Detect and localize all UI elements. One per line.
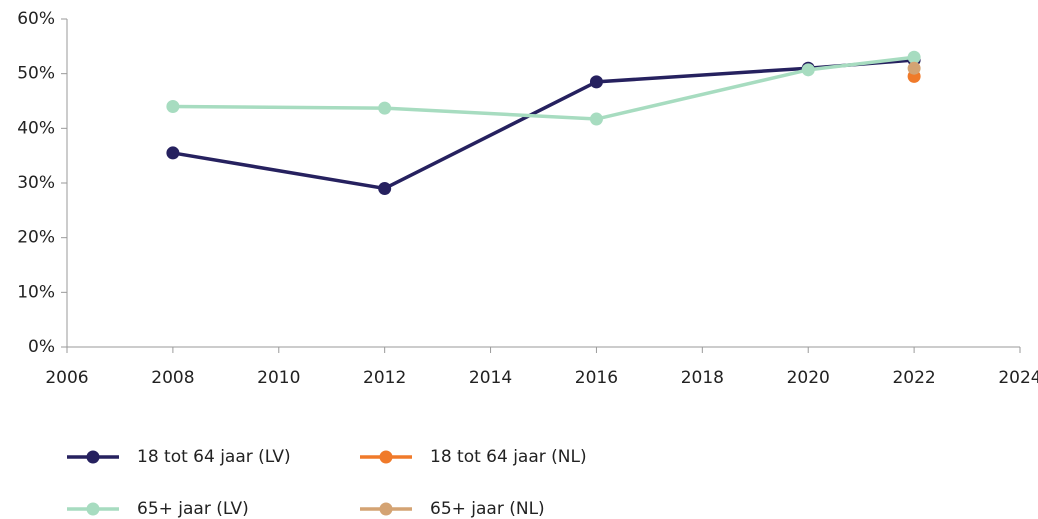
x-tick-label: 2006 [45,368,88,388]
y-tick-label: 40% [17,118,55,138]
x-tick-label: 2012 [363,368,406,388]
legend-marker [86,450,100,464]
x-tick-label: 2024 [998,368,1038,388]
data-point [378,181,392,195]
legend-marker [86,502,100,516]
data-point [166,99,180,113]
data-point [907,50,921,64]
legend-label: 65+ jaar (LV) [137,499,249,519]
legend-label: 18 tot 64 jaar (LV) [137,447,291,467]
x-tick-label: 2022 [892,368,935,388]
legend-marker [379,502,393,516]
y-tick-label: 60% [17,9,55,29]
data-point [378,101,392,115]
data-point [589,75,603,89]
series-line [172,58,915,191]
x-tick-label: 2010 [257,368,300,388]
legend-marker [379,450,393,464]
legend-label: 65+ jaar (NL) [430,499,545,519]
data-point [907,61,921,75]
x-tick-label: 2020 [787,368,830,388]
y-tick-label: 50% [17,64,55,84]
legend-label: 18 tot 64 jaar (NL) [430,447,587,467]
data-point [801,63,815,77]
y-tick-label: 20% [17,228,55,248]
x-tick-label: 2016 [575,368,618,388]
x-tick-label: 2014 [469,368,512,388]
x-tick-label: 2008 [151,368,194,388]
y-tick-label: 0% [28,337,55,357]
data-point [166,146,180,160]
y-tick-label: 10% [17,282,55,302]
y-tick-label: 30% [17,173,55,193]
data-point [589,112,603,126]
x-tick-label: 2018 [681,368,724,388]
